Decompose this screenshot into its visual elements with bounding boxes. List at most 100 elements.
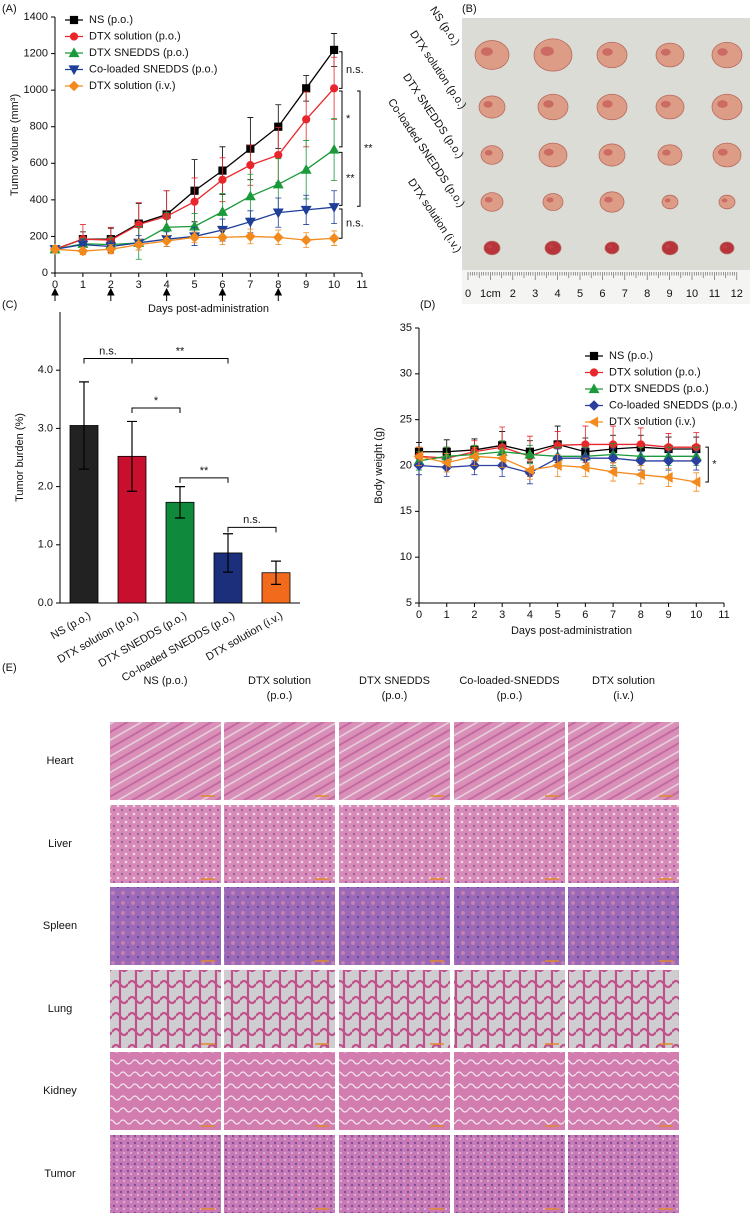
x-tick-label: 0 <box>52 279 58 291</box>
tumor-highlight <box>546 197 554 203</box>
marker <box>579 461 590 473</box>
y-tick-label: 5 <box>406 597 412 609</box>
legend-marker <box>68 80 80 92</box>
tumor-highlight <box>662 149 671 156</box>
significance-label: n.s. <box>346 218 364 230</box>
tumor-highlight <box>547 244 554 249</box>
x-tick-label: 1 <box>444 609 450 621</box>
x-tick-label: 3 <box>136 279 142 291</box>
significance-label: * <box>346 113 351 125</box>
y-tick-label: 1400 <box>24 11 48 23</box>
panel-label: (B) <box>462 3 477 15</box>
row-label: Kidney <box>43 1085 77 1097</box>
tumor <box>480 192 504 212</box>
legend-label: DTX solution (p.o.) <box>609 366 701 378</box>
tissue-image <box>224 1135 335 1213</box>
marker <box>272 178 284 189</box>
significance-label: * <box>712 458 717 470</box>
tumor-highlight <box>717 48 728 56</box>
ruler-label: 10 <box>686 288 698 300</box>
tumor <box>544 240 562 256</box>
marker <box>607 466 618 478</box>
y-axis-label: Body weight (g) <box>373 427 385 503</box>
column-header: (p.o.) <box>382 690 408 702</box>
marker <box>690 455 702 467</box>
marker <box>663 455 674 467</box>
legend-marker <box>588 416 599 428</box>
y-tick-label: 3.0 <box>38 422 53 434</box>
marker <box>300 234 312 246</box>
x-tick-label: 9 <box>665 609 671 621</box>
panel-label: (E) <box>2 662 17 674</box>
tissue-image <box>454 887 565 965</box>
column-header: Co-loaded-SNEDDS <box>459 675 559 687</box>
legend-label: NS (p.o.) <box>89 14 133 26</box>
row-label: Liver <box>48 838 72 850</box>
tissue-image <box>339 805 450 883</box>
ruler-label: 2 <box>510 288 516 300</box>
tumor <box>661 240 679 256</box>
error-bar <box>175 486 185 519</box>
tissue-image <box>568 805 679 883</box>
ruler-label: 7 <box>622 288 628 300</box>
legend-label: DTX solution (p.o.) <box>89 30 181 42</box>
x-tick-label: 2 <box>108 279 114 291</box>
tumor-highlight <box>486 244 493 249</box>
tissue-image <box>110 887 221 965</box>
legend-marker <box>69 15 79 25</box>
x-tick-label: 7 <box>610 609 616 621</box>
tumor-highlight <box>664 198 671 203</box>
legend-label: DTX solution (i.v.) <box>89 80 176 92</box>
tumor-highlight <box>603 149 613 156</box>
tumor-highlight <box>664 244 671 249</box>
legend-label: Co-loaded SNEDDS (p.o.) <box>609 399 737 411</box>
y-tick-label: 4.0 <box>38 364 53 376</box>
marker <box>217 206 228 216</box>
column-header: DTX SNEDDS <box>359 675 430 687</box>
y-tick-label: 35 <box>400 322 412 334</box>
tumor <box>483 240 501 256</box>
dose-arrow <box>51 287 59 301</box>
marker <box>329 84 339 93</box>
tissue-image <box>568 887 679 965</box>
tumor-highlight <box>484 150 493 156</box>
tumor-highlight <box>602 48 613 56</box>
marker <box>302 115 311 124</box>
significance-label: n.s. <box>346 64 364 76</box>
marker <box>217 232 228 243</box>
significance-label: ** <box>346 173 355 185</box>
tissue-image <box>339 1052 450 1130</box>
significance-bracket <box>131 358 229 364</box>
marker <box>244 217 256 228</box>
y-tick-label: 25 <box>400 414 412 426</box>
y-axis-label: Tumor volume (mm³) <box>9 94 21 196</box>
tumor <box>478 95 506 119</box>
y-tick-label: 200 <box>30 230 48 242</box>
tumor <box>596 93 628 121</box>
tumor <box>537 93 569 121</box>
tumor <box>599 191 625 213</box>
column-header: NS (p.o.) <box>143 675 187 687</box>
legend-marker <box>68 47 80 58</box>
tissue-image <box>224 970 335 1048</box>
dose-arrow <box>162 287 171 301</box>
column-header: (i.v.) <box>613 690 634 702</box>
marker <box>302 84 311 93</box>
significance-bracket <box>339 208 343 239</box>
error-bar <box>223 533 233 573</box>
significance-bracket <box>83 358 133 364</box>
significance-bracket <box>339 51 343 89</box>
marker <box>133 239 145 250</box>
ruler-label: 4 <box>555 288 561 300</box>
marker <box>524 464 535 476</box>
marker <box>77 245 89 257</box>
significance-label: ** <box>364 143 373 155</box>
tumor-highlight <box>604 196 613 203</box>
tumor-highlight <box>717 148 728 156</box>
ruler-label: 12 <box>731 288 743 300</box>
tumor <box>657 144 683 166</box>
marker <box>189 232 200 243</box>
error-bar <box>127 420 137 492</box>
tumor <box>718 194 736 210</box>
